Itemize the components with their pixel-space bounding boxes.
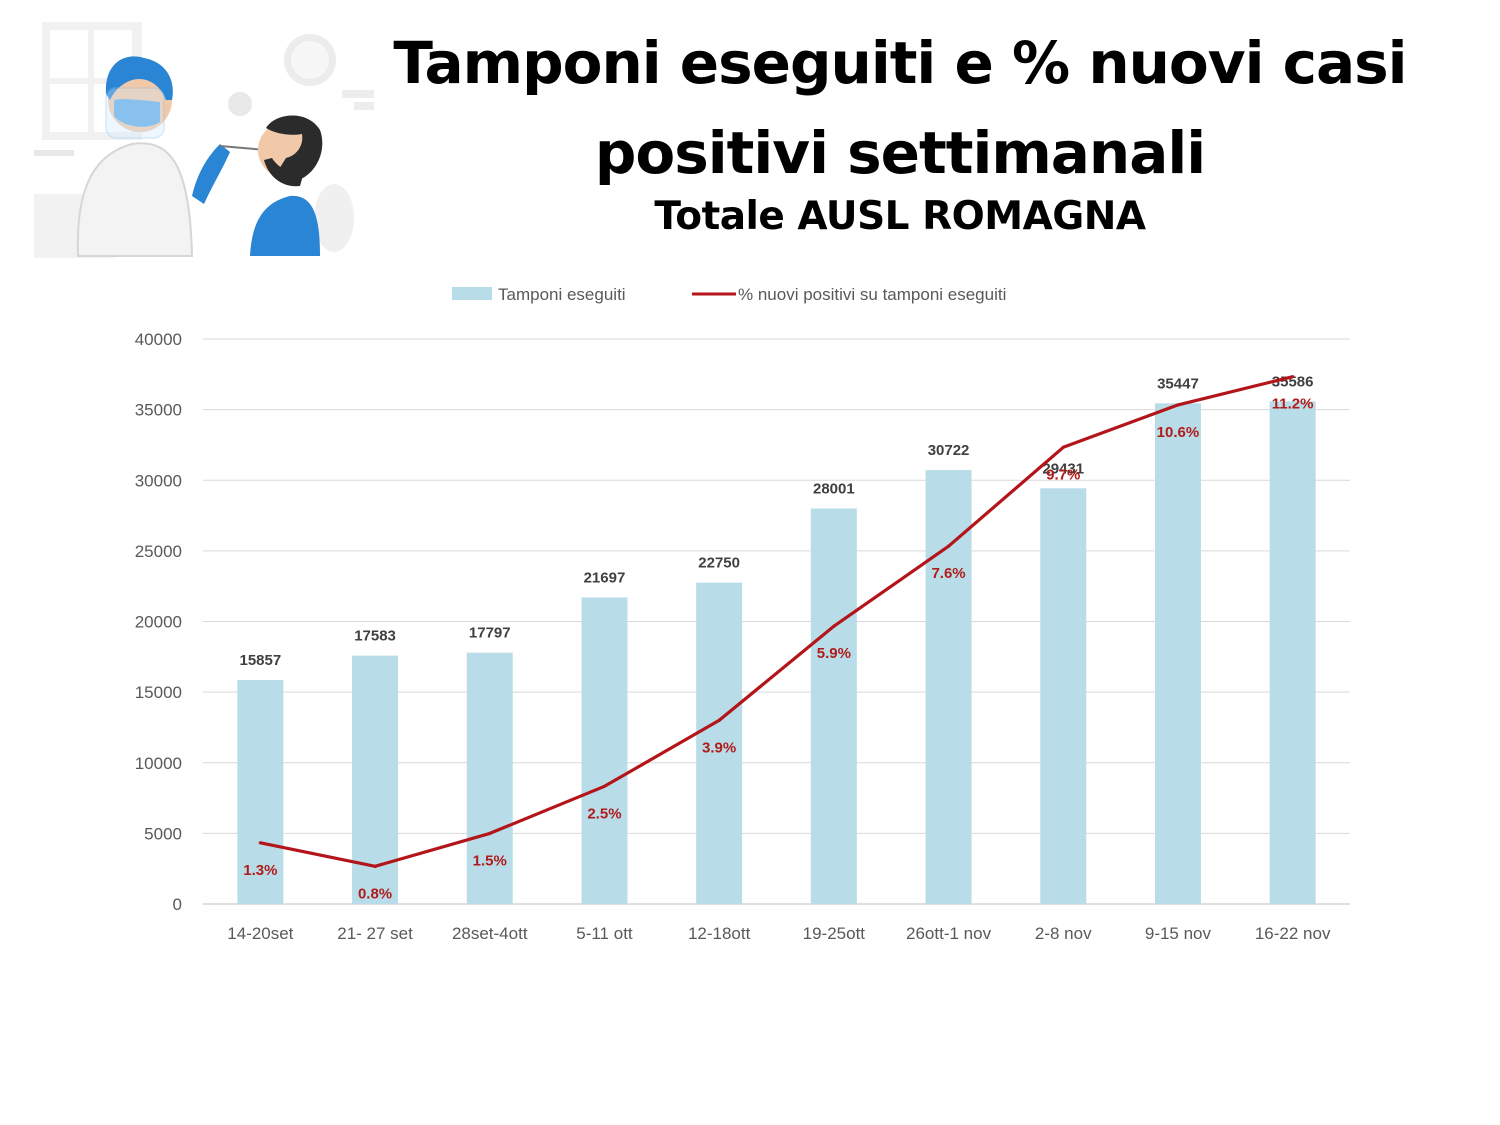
bar — [810, 508, 857, 904]
line-value-label: 1.3% — [243, 862, 277, 879]
bar-value-label: 35447 — [1157, 375, 1199, 392]
bar — [466, 652, 513, 904]
bar — [925, 470, 972, 904]
y-axis: 0 5000 10000 15000 20000 25000 30000 35000 40000 — [135, 330, 182, 914]
x-tick-label: 5-11 ott — [576, 924, 633, 943]
series-line — [260, 375, 1294, 868]
x-tick-label: 14-20set — [227, 924, 293, 943]
bar — [1269, 401, 1316, 904]
combo-chart: Tamponi eseguiti % nuovi positivi su tam… — [135, 285, 1350, 943]
line-value-label: 7.6% — [931, 565, 965, 582]
line-value-label: 10.6% — [1157, 424, 1200, 441]
bar — [1154, 403, 1201, 904]
bar — [237, 680, 284, 904]
y-tick-label: 15000 — [135, 683, 182, 702]
line-point — [1061, 445, 1065, 449]
bar — [696, 582, 743, 904]
legend-label-line: % nuovi positivi su tamponi eseguiti — [738, 285, 1006, 304]
y-tick-label: 10000 — [135, 754, 182, 773]
nasal-swab-test-illustration — [34, 22, 374, 258]
line-series — [258, 375, 1295, 868]
x-tick-label: 12-18ott — [688, 924, 751, 943]
chart-subtitle: Totale AUSL ROMAGNA — [654, 194, 1146, 239]
legend-label-bars: Tamponi eseguiti — [498, 285, 626, 304]
bar-series — [237, 401, 1316, 904]
bar — [581, 597, 628, 904]
y-tick-label: 35000 — [135, 401, 182, 420]
line-value-label: 9.7% — [1046, 466, 1080, 483]
line-point — [258, 841, 262, 845]
bar-value-label: 22750 — [698, 555, 740, 572]
legend: Tamponi eseguiti % nuovi positivi su tam… — [452, 285, 1006, 304]
line-point — [488, 831, 492, 835]
line-value-label: 2.5% — [587, 805, 621, 822]
line-data-labels: 1.3% 0.8% 1.5% 2.5% 3.9% 5.9% 7.6% 9.7% 10.6% 11.… — [243, 396, 1313, 903]
line-point — [832, 624, 836, 628]
chart-title: Tamponi eseguiti e % nuovi casi positivi… — [380, 18, 1420, 198]
chart-title-line-2: positivi settimanali — [594, 119, 1206, 187]
x-axis: 14-20set 21- 27 set 28set-4ott 5-11 ott 12-1… — [227, 924, 1331, 943]
chart-title-line-1: Tamponi eseguiti e % nuovi casi — [393, 29, 1407, 97]
x-tick-label: 28set-4ott — [452, 924, 528, 943]
x-tick-label: 19-25ott — [803, 924, 866, 943]
line-point — [1176, 403, 1180, 407]
bar — [1040, 488, 1087, 904]
line-value-label: 5.9% — [817, 645, 851, 662]
bar-value-label: 17583 — [354, 628, 396, 645]
line-point — [602, 784, 607, 788]
line-value-label: 3.9% — [702, 739, 736, 756]
y-tick-label: 20000 — [135, 613, 182, 632]
line-point — [373, 864, 377, 868]
bar-value-label: 17797 — [469, 625, 511, 642]
x-tick-label: 9-15 nov — [1145, 924, 1212, 943]
x-tick-label: 16-22 nov — [1255, 924, 1331, 943]
bar-value-label: 21697 — [584, 570, 626, 587]
legend-swatch-bars — [452, 287, 492, 300]
line-point — [946, 544, 951, 548]
y-tick-label: 40000 — [135, 330, 182, 349]
y-tick-label: 25000 — [135, 542, 182, 561]
bar-data-labels: 15857 17583 17797 21697 22750 28001 30722 29431… — [239, 373, 1313, 669]
bar-value-label: 28001 — [813, 480, 855, 497]
line-value-label: 11.2% — [1272, 396, 1314, 413]
x-tick-label: 2-8 nov — [1035, 924, 1092, 943]
line-point — [1291, 375, 1295, 379]
bar-value-label: 29431 — [1042, 460, 1084, 477]
line-point — [717, 718, 721, 722]
bar-value-label: 30722 — [928, 442, 970, 459]
bar-value-label: 35586 — [1272, 373, 1314, 390]
line-value-label: 0.8% — [358, 885, 392, 902]
bar-value-label: 15857 — [239, 652, 281, 669]
x-tick-label: 26ott-1 nov — [906, 924, 992, 943]
line-value-label: 1.5% — [473, 852, 507, 869]
y-tick-label: 30000 — [135, 471, 182, 490]
x-tick-label: 21- 27 set — [337, 924, 413, 943]
y-tick-label: 0 — [173, 895, 182, 914]
y-tick-label: 5000 — [144, 824, 182, 843]
